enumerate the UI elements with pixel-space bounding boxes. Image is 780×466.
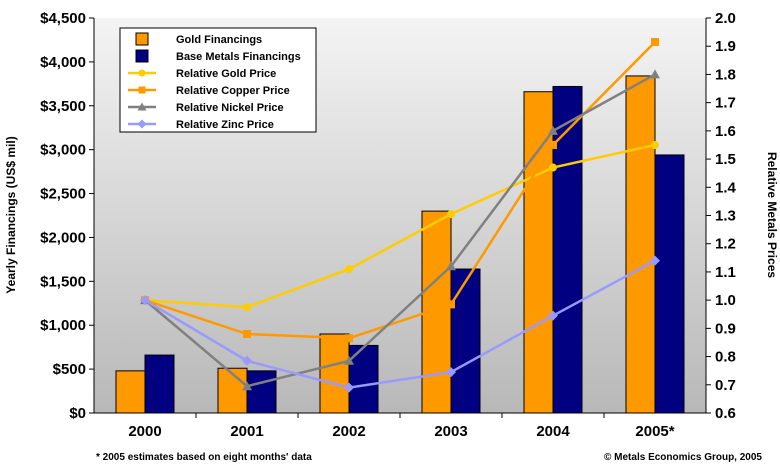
bar-0-2 — [319, 333, 350, 414]
marker-0-4 — [549, 163, 557, 172]
marker-3-0 — [140, 295, 150, 306]
left-tick-label-2: $1,000 — [40, 317, 86, 334]
right-tick-label-5: 1.1 — [715, 264, 736, 281]
bar-0-4 — [523, 91, 554, 414]
category-label-3: 2003 — [434, 423, 467, 440]
marker-3-3 — [446, 367, 456, 378]
legend-marker-4 — [137, 102, 147, 111]
category-label-4: 2004 — [536, 423, 570, 440]
y-axis-title-right: Relative Metals Prices — [765, 152, 779, 278]
right-tick-label-9: 1.5 — [715, 151, 736, 168]
line-1 — [144, 41, 656, 340]
right-tick-label-2: 0.8 — [715, 349, 736, 366]
marker-2-1 — [242, 381, 252, 391]
left-tick-label-8: $4,000 — [40, 54, 86, 71]
left-tick-label-5: $2,500 — [40, 186, 86, 203]
legend-label-3: Relative Copper Price — [176, 85, 290, 97]
legend-marker-5 — [137, 119, 147, 129]
marker-1-2 — [345, 334, 353, 343]
right-tick-label-4: 1.0 — [715, 292, 736, 309]
marker-3-4 — [548, 310, 558, 321]
category-label-1: 2001 — [230, 423, 263, 440]
right-tick-label-10: 1.6 — [715, 123, 736, 140]
left-tick-label-6: $3,000 — [40, 142, 86, 159]
marker-0-2 — [345, 265, 353, 274]
legend-marker-2 — [138, 69, 146, 77]
bar-0-1 — [217, 367, 248, 414]
legend-marker-3 — [138, 86, 146, 94]
left-tick-label-3: $1,500 — [40, 273, 86, 290]
legend-label-0: Gold Financings — [176, 34, 262, 46]
category-label-5: 2005* — [635, 423, 674, 440]
line-3 — [144, 259, 656, 389]
right-tick-label-3: 0.9 — [715, 320, 736, 337]
line-2 — [144, 73, 656, 388]
bar-1-0 — [144, 354, 175, 414]
marker-1-4 — [549, 140, 557, 149]
bar-1-1 — [246, 370, 277, 414]
marker-0-5 — [651, 140, 659, 149]
marker-1-3 — [447, 300, 455, 309]
copyright: © Metals Economics Group, 2005 — [604, 452, 762, 463]
legend-label-5: Relative Zinc Price — [176, 119, 274, 131]
category-label-2: 2002 — [332, 423, 365, 440]
marker-1-5 — [651, 37, 659, 46]
footnote: * 2005 estimates based on eight months' … — [96, 452, 312, 463]
y-axis-title-left: Yearly Financings (US$ mil) — [4, 136, 18, 293]
left-tick-label-1: $500 — [53, 361, 86, 378]
left-tick-label-9: $4,500 — [40, 10, 86, 27]
marker-0-1 — [243, 303, 251, 312]
right-tick-label-7: 1.3 — [715, 208, 736, 225]
marker-3-5 — [650, 255, 660, 266]
right-tick-label-0: 0.6 — [715, 405, 736, 422]
legend-swatch-1 — [135, 49, 149, 63]
right-tick-label-8: 1.4 — [715, 179, 737, 196]
left-tick-label-7: $3,500 — [40, 98, 86, 115]
right-tick-label-1: 0.7 — [715, 377, 736, 394]
marker-2-2 — [344, 355, 354, 365]
legend: Gold Financings Base Metals Financings Rel… — [119, 27, 317, 133]
right-tick-label-12: 1.8 — [715, 66, 736, 83]
marker-3-2 — [344, 382, 354, 393]
right-tick-label-13: 1.9 — [715, 38, 736, 55]
marker-2-3 — [446, 261, 456, 271]
bar-0-0 — [115, 370, 146, 414]
category-label-0: 2000 — [128, 423, 161, 440]
legend-label-4: Relative Nickel Price — [176, 102, 284, 114]
marker-2-4 — [548, 125, 558, 135]
line-0 — [144, 143, 656, 309]
bar-1-3 — [450, 268, 481, 414]
left-tick-label-0: $0 — [69, 405, 86, 422]
legend-label-2: Relative Gold Price — [176, 68, 276, 80]
right-tick-label-11: 1.7 — [715, 95, 736, 112]
bar-1-5 — [654, 154, 685, 414]
bar-0-5 — [625, 75, 656, 414]
right-tick-label-6: 1.2 — [715, 236, 736, 253]
right-tick-label-14: 2.0 — [715, 10, 736, 27]
marker-1-1 — [243, 330, 251, 338]
left-tick-label-4: $2,000 — [40, 229, 86, 246]
marker-3-1 — [242, 355, 252, 366]
marker-2-5 — [650, 69, 660, 79]
legend-box — [119, 27, 317, 133]
legend-label-1: Base Metals Financings — [176, 51, 301, 63]
bar-1-4 — [552, 85, 583, 414]
legend-swatch-0 — [135, 32, 149, 46]
marker-0-3 — [447, 210, 455, 219]
